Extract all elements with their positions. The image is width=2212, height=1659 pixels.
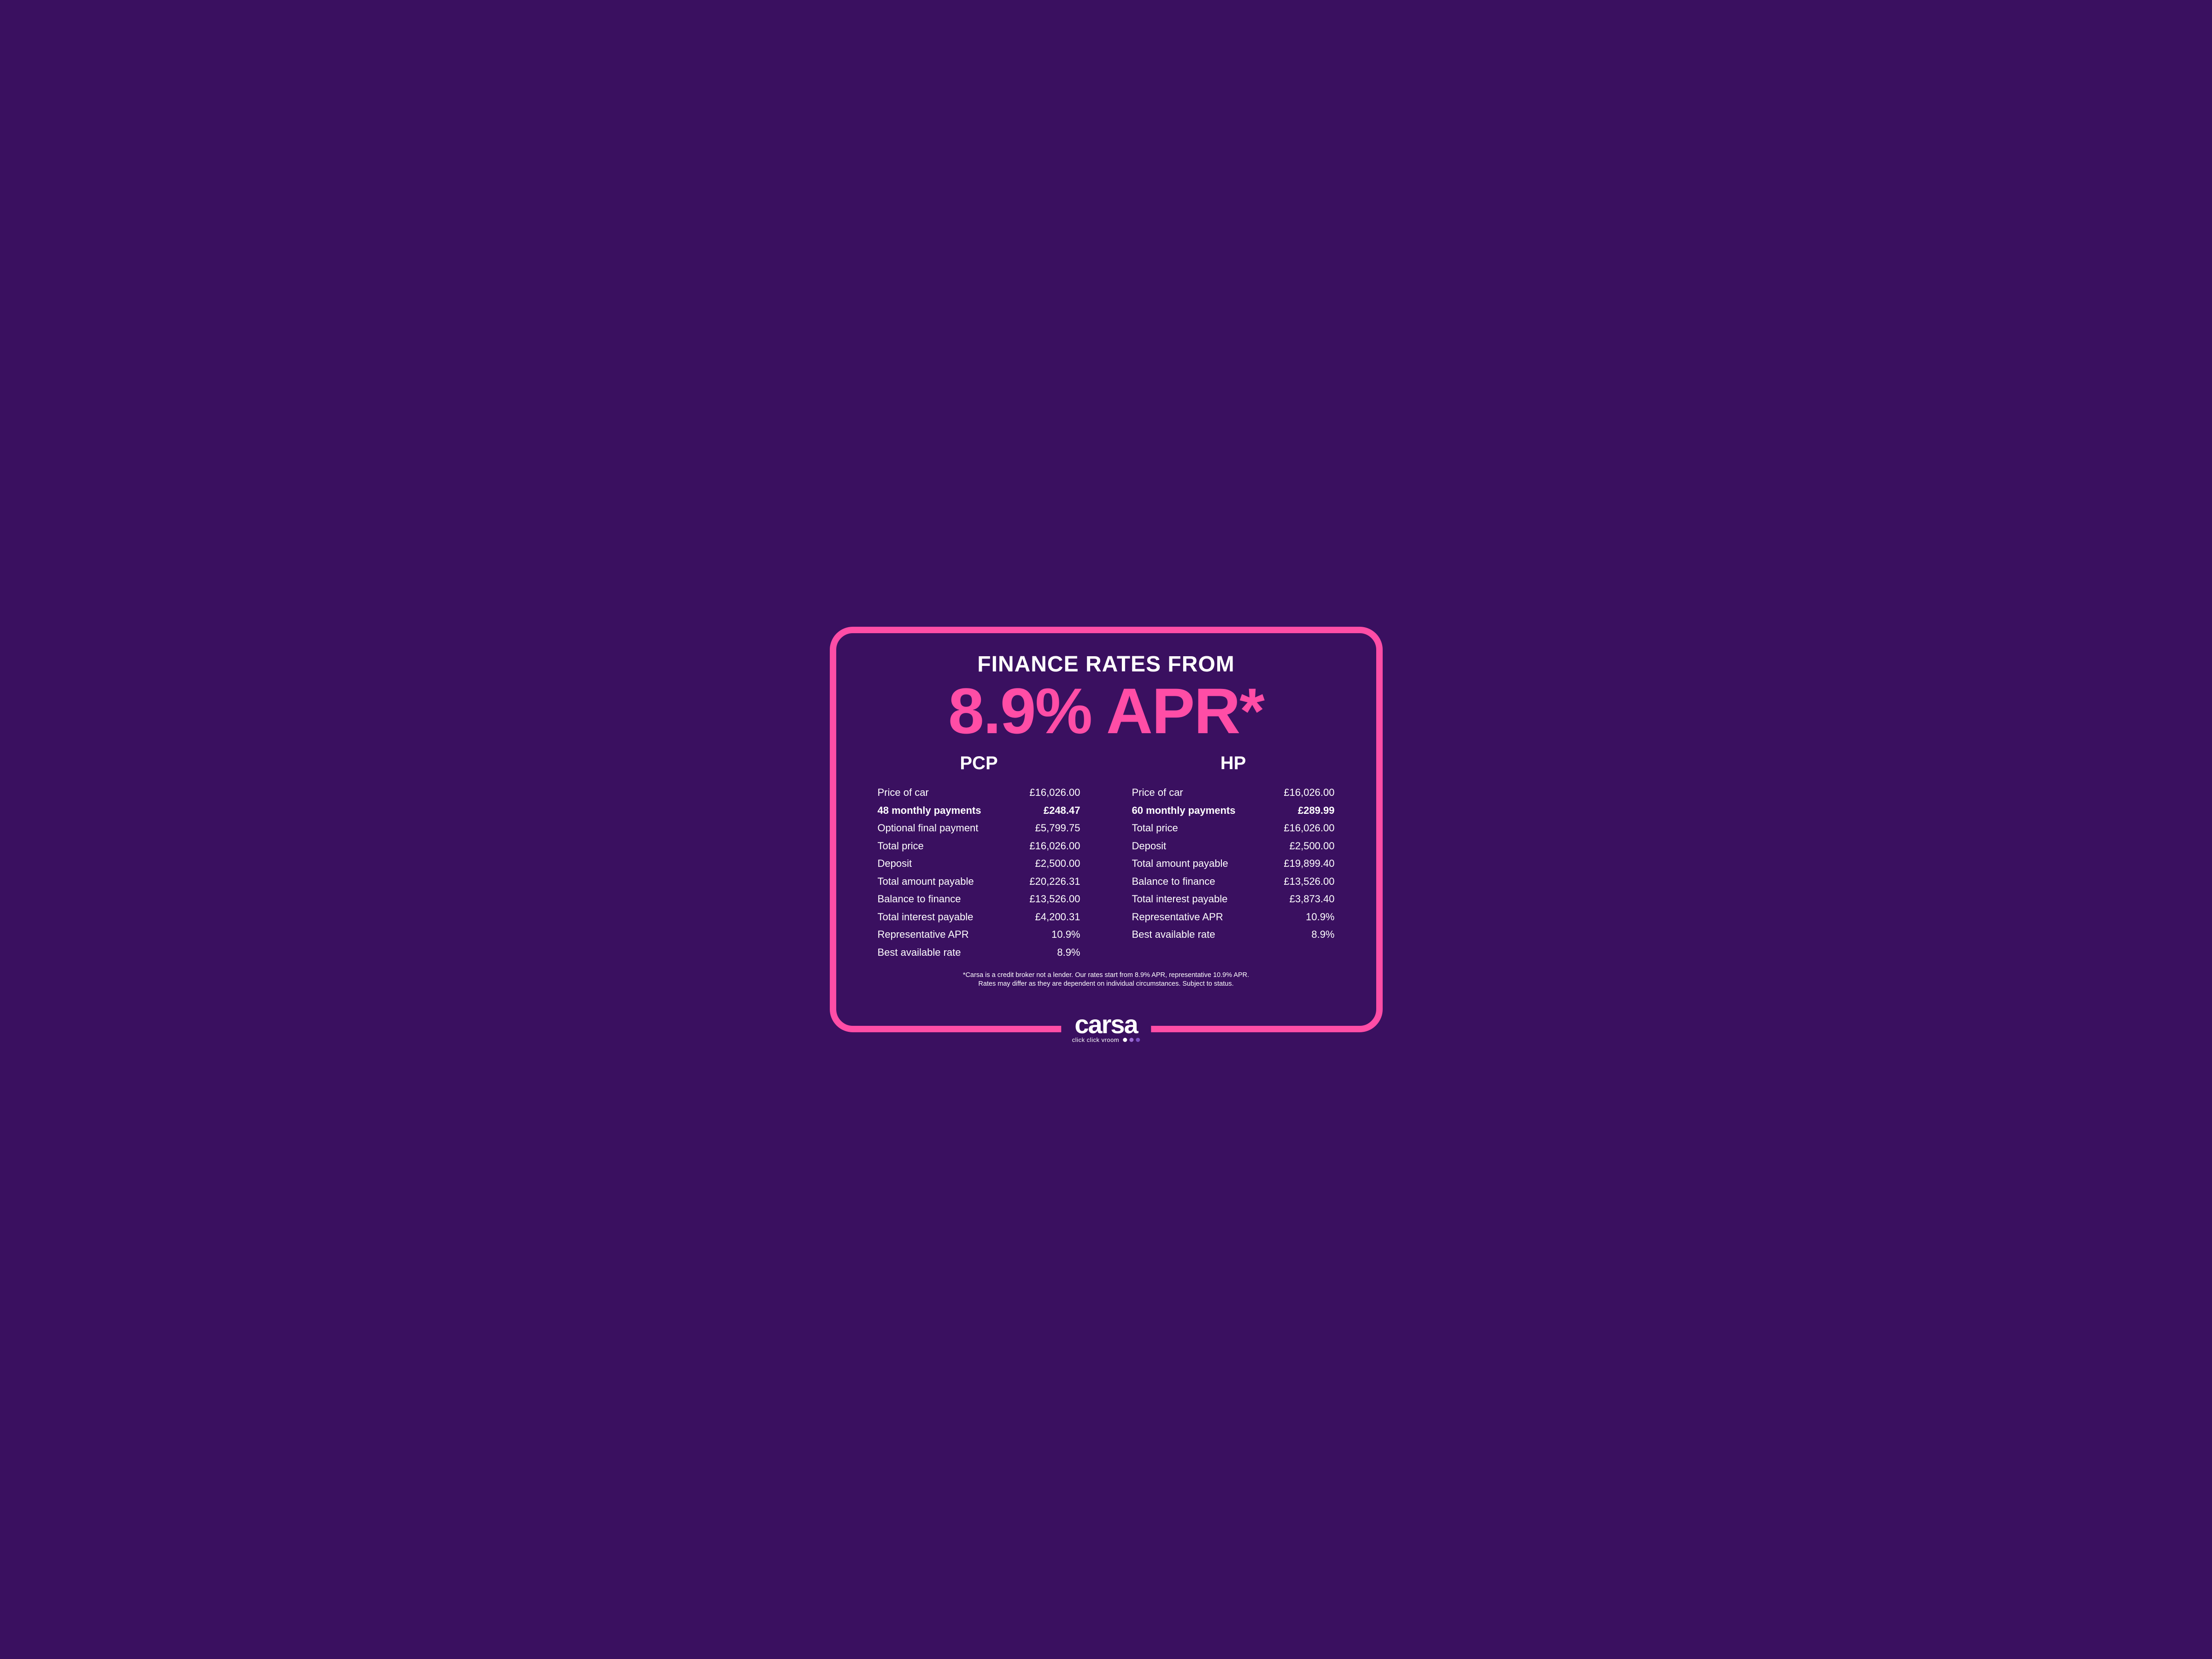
row-label: Balance to finance (1132, 873, 1215, 891)
brand-tagline: click click vroom (1072, 1036, 1119, 1043)
table-row: Total interest payable £4,200.31 (878, 908, 1080, 926)
row-value: £2,500.00 (1035, 855, 1080, 873)
pcp-column: PCP Price of car£16,026.0048 monthly pay… (878, 753, 1080, 961)
row-value: £16,026.00 (1284, 819, 1334, 837)
table-row: 60 monthly payments £289.99 (1132, 802, 1335, 820)
main-title: FINANCE RATES FROM (868, 652, 1344, 677)
row-value: 8.9% (1057, 944, 1080, 962)
brand-dots-icon (1123, 1038, 1140, 1042)
table-row: Price of car £16,026.00 (878, 784, 1080, 802)
row-value: £16,026.00 (1029, 837, 1080, 855)
finance-columns: PCP Price of car£16,026.0048 monthly pay… (868, 753, 1344, 961)
disclaimer-text: *Carsa is a credit broker not a lender. … (868, 971, 1344, 989)
hp-column: HP Price of car£16,026.0060 monthly paym… (1132, 753, 1335, 961)
brand-logo: carsa click click vroom (1061, 1013, 1151, 1043)
row-label: Representative APR (878, 926, 969, 944)
row-label: Representative APR (1132, 908, 1223, 926)
finance-infographic: FINANCE RATES FROM 8.9% APR* PCP Price o… (811, 608, 1401, 1051)
row-value: £248.47 (1044, 802, 1080, 820)
header-block: FINANCE RATES FROM 8.9% APR* (868, 652, 1344, 745)
table-row: Deposit £2,500.00 (1132, 837, 1335, 855)
row-value: 8.9% (1311, 926, 1334, 944)
row-label: 48 monthly payments (878, 802, 981, 820)
disclaimer-line-2: Rates may differ as they are dependent o… (868, 980, 1344, 989)
row-label: Total amount payable (878, 873, 974, 891)
row-value: £3,873.40 (1290, 890, 1335, 908)
disclaimer-line-1: *Carsa is a credit broker not a lender. … (868, 971, 1344, 980)
table-row: 48 monthly payments £248.47 (878, 802, 1080, 820)
table-row: Total amount payable £19,899.40 (1132, 855, 1335, 873)
table-row: Balance to finance £13,526.00 (878, 890, 1080, 908)
brand-name: carsa (1072, 1013, 1140, 1035)
row-value: £16,026.00 (1029, 784, 1080, 802)
pcp-rows: Price of car£16,026.0048 monthly payment… (878, 784, 1080, 961)
table-row: Best available rate 8.9% (878, 944, 1080, 962)
row-label: Price of car (878, 784, 929, 802)
row-value: £16,026.00 (1284, 784, 1334, 802)
row-label: Total price (878, 837, 924, 855)
row-label: Total price (1132, 819, 1178, 837)
row-value: £289.99 (1298, 802, 1335, 820)
row-label: Total interest payable (1132, 890, 1228, 908)
row-value: 10.9% (1051, 926, 1080, 944)
table-row: Total amount payable £20,226.31 (878, 873, 1080, 891)
row-label: Price of car (1132, 784, 1183, 802)
hp-title: HP (1132, 753, 1335, 774)
table-row: Total price £16,026.00 (1132, 819, 1335, 837)
dot-1-icon (1123, 1038, 1127, 1042)
apr-headline: 8.9% APR* (868, 677, 1344, 745)
table-row: Representative APR 10.9% (878, 926, 1080, 944)
dot-2-icon (1129, 1038, 1133, 1042)
row-value: £5,799.75 (1035, 819, 1080, 837)
row-value: £19,899.40 (1284, 855, 1334, 873)
table-row: Optional final payment £5,799.75 (878, 819, 1080, 837)
table-row: Representative APR 10.9% (1132, 908, 1335, 926)
row-label: 60 monthly payments (1132, 802, 1236, 820)
dot-3-icon (1136, 1038, 1140, 1042)
row-value: £13,526.00 (1029, 890, 1080, 908)
rounded-frame: FINANCE RATES FROM 8.9% APR* PCP Price o… (830, 627, 1383, 1032)
row-value: 10.9% (1306, 908, 1334, 926)
row-label: Deposit (878, 855, 912, 873)
table-row: Balance to finance £13,526.00 (1132, 873, 1335, 891)
row-label: Best available rate (1132, 926, 1215, 944)
table-row: Price of car £16,026.00 (1132, 784, 1335, 802)
row-label: Total amount payable (1132, 855, 1228, 873)
row-label: Total interest payable (878, 908, 974, 926)
table-row: Best available rate 8.9% (1132, 926, 1335, 944)
table-row: Total interest payable £3,873.40 (1132, 890, 1335, 908)
row-label: Balance to finance (878, 890, 961, 908)
brand-tagline-row: click click vroom (1072, 1036, 1140, 1043)
row-value: £2,500.00 (1290, 837, 1335, 855)
hp-rows: Price of car£16,026.0060 monthly payment… (1132, 784, 1335, 944)
row-label: Optional final payment (878, 819, 979, 837)
table-row: Total price £16,026.00 (878, 837, 1080, 855)
row-value: £20,226.31 (1029, 873, 1080, 891)
table-row: Deposit £2,500.00 (878, 855, 1080, 873)
row-value: £4,200.31 (1035, 908, 1080, 926)
pcp-title: PCP (878, 753, 1080, 774)
row-label: Deposit (1132, 837, 1167, 855)
row-label: Best available rate (878, 944, 961, 962)
row-value: £13,526.00 (1284, 873, 1334, 891)
